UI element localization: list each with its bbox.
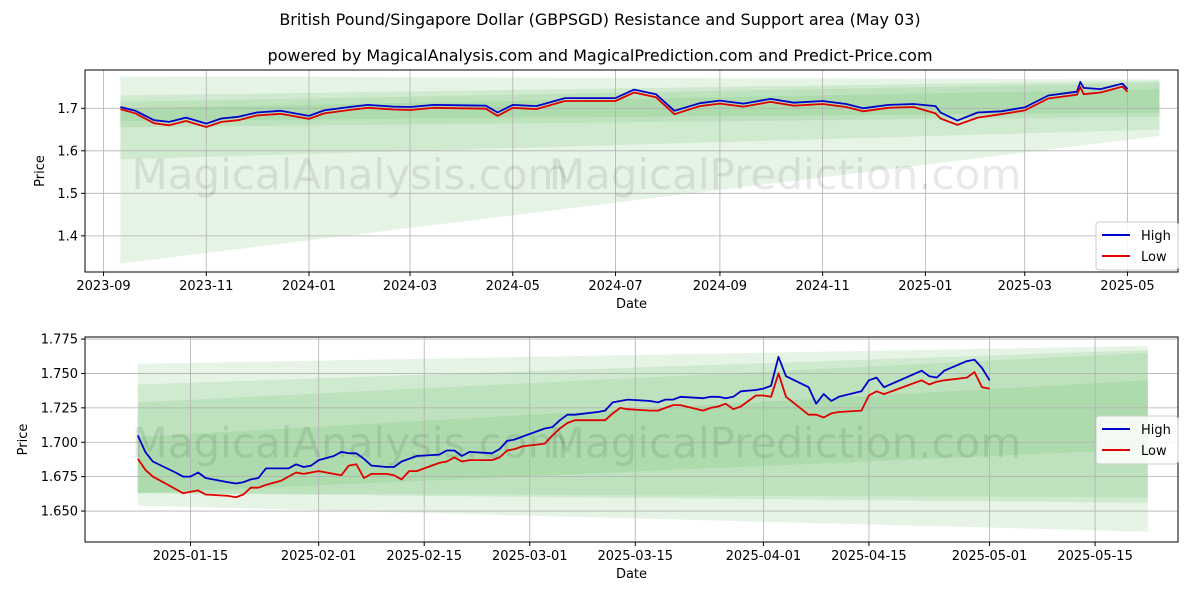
y-tick-label: 1.675 <box>41 470 78 485</box>
band-4 <box>137 380 1148 494</box>
y-tick-label: 1.750 <box>41 367 78 382</box>
band-2 <box>120 80 1160 160</box>
watermark-text: MagicalPrediction.com <box>549 419 1022 468</box>
y-tick-label: 1.725 <box>41 401 78 416</box>
x-tick-label: 2024-07 <box>588 279 642 294</box>
legend-label-high: High <box>1141 229 1171 244</box>
x-tick-label: 2023-11 <box>179 279 233 294</box>
legend-label-low: Low <box>1141 250 1167 265</box>
x-tick-label: 2025-02-01 <box>281 549 357 564</box>
chart-2: MagicalAnalysis.comMagicalPrediction.com… <box>16 333 1179 582</box>
x-tick-label: 2024-01 <box>282 279 336 294</box>
axes-frame <box>84 69 1179 273</box>
series-line-low <box>120 85 1129 128</box>
x-tick-label: 2025-05 <box>1100 279 1154 294</box>
x-tick-label: 2025-05-15 <box>1057 549 1133 564</box>
x-axis-label: Date <box>616 297 647 312</box>
legend: High Low <box>1095 415 1179 465</box>
x-tick-label: 2025-03 <box>998 279 1052 294</box>
series-line-high <box>136 355 991 485</box>
y-axis-label: Price <box>33 155 48 187</box>
chart-title: British Pound/Singapore Dollar (GBPSGD) … <box>279 10 921 29</box>
x-tick-label: 2025-02-15 <box>386 549 462 564</box>
x-tick-label: 2023-09 <box>76 279 130 294</box>
x-tick-label: 2025-01-15 <box>153 549 229 564</box>
x-tick-label: 2025-03-01 <box>492 549 568 564</box>
y-axis-label: Price <box>16 424 31 456</box>
band-1 <box>137 345 1148 532</box>
x-tick-label: 2024-03 <box>383 279 437 294</box>
x-tick-label: 2024-05 <box>486 279 540 294</box>
x-tick-label: 2025-05-01 <box>952 549 1028 564</box>
x-tick-label: 2025-04-01 <box>726 549 802 564</box>
band-2 <box>137 350 1148 503</box>
series-line-high <box>120 81 1129 125</box>
watermark-text: MagicalAnalysis.com <box>132 419 569 468</box>
y-tick-label: 1.700 <box>41 436 78 451</box>
x-tick-label: 2025-01 <box>898 279 952 294</box>
y-tick-label: 1.775 <box>41 333 78 348</box>
y-tick-label: 1.4 <box>57 229 78 244</box>
band-3 <box>137 352 1148 498</box>
y-tick-label: 1.6 <box>57 144 78 159</box>
y-tick-label: 1.650 <box>41 505 78 520</box>
series-line-low <box>137 371 990 499</box>
x-tick-label: 2025-03-15 <box>597 549 673 564</box>
y-tick-label: 1.7 <box>57 102 78 117</box>
band-3 <box>120 82 1160 128</box>
band-4 <box>120 89 1160 122</box>
chart-subtitle: powered by MagicalAnalysis.com and Magic… <box>267 46 933 65</box>
watermark-text: MagicalPrediction.com <box>549 150 1022 199</box>
legend: High Low <box>1095 221 1179 271</box>
band-1 <box>120 76 1160 264</box>
x-axis-label: Date <box>616 567 647 582</box>
y-tick-label: 1.5 <box>57 187 78 202</box>
watermark-text: MagicalAnalysis.com <box>132 150 569 199</box>
legend-label-high: High <box>1141 423 1171 438</box>
legend-label-low: Low <box>1141 444 1167 459</box>
chart-1: MagicalAnalysis.comMagicalPrediction.com… <box>33 69 1179 312</box>
x-tick-label: 2024-11 <box>795 279 849 294</box>
x-tick-label: 2025-04-15 <box>831 549 907 564</box>
x-tick-label: 2024-09 <box>693 279 747 294</box>
